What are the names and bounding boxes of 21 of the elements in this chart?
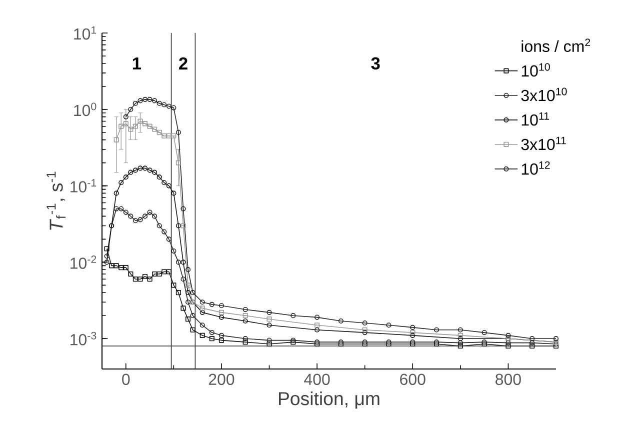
y-tick-label: 10$^{0}$ [74, 102, 96, 116]
legend-label: 10$^{12}$ [522, 161, 550, 175]
x-tick-label: 800 [496, 374, 521, 386]
y-tick-label: 10$^{1}$ [74, 26, 96, 40]
legend-label: 3x10$^{11}$ [521, 136, 566, 150]
y-axis-title: T$_{f}$$^{-1}$, s$^{-1}$ [46, 172, 66, 230]
annotation: 3 [371, 57, 380, 70]
x-tick-label: 600 [400, 374, 426, 386]
x-axis-title: Position, μm [278, 392, 380, 409]
legend-label: 10$^{10}$ [522, 63, 550, 77]
x-tick-label: 0 [122, 374, 130, 386]
x-tick-label: 400 [304, 374, 330, 386]
y-tick-label: 10$^{-3}$ [70, 332, 96, 346]
y-tick-label: 10$^{-2}$ [70, 255, 96, 269]
legend-label: 10$^{11}$ [522, 112, 550, 126]
legend-label: 3x10$^{10}$ [521, 88, 567, 102]
x-tick-label: 200 [208, 374, 234, 386]
annotation: 2 [179, 57, 188, 70]
y-tick-label: 10$^{-1}$ [70, 179, 96, 192]
annotation: 1 [132, 57, 141, 70]
legend-title: ions / cm$^{2}$ [522, 38, 590, 52]
